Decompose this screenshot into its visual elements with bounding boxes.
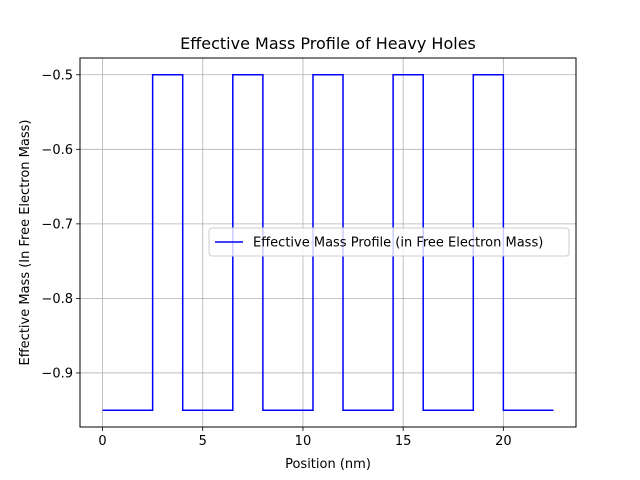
chart-title: Effective Mass Profile of Heavy Holes: [180, 34, 476, 53]
y-tick-label: −0.6: [41, 143, 73, 158]
y-tick-label: −0.8: [41, 292, 73, 307]
x-tick-label: 20: [495, 434, 512, 449]
x-tick-label: 0: [98, 434, 106, 449]
legend-label: Effective Mass Profile (in Free Electron…: [253, 236, 543, 251]
x-tick-label: 15: [395, 434, 412, 449]
x-tick-label: 5: [199, 434, 207, 449]
x-tick-label: 10: [295, 434, 312, 449]
y-tick-label: −0.5: [41, 68, 73, 83]
legend: Effective Mass Profile (in Free Electron…: [208, 227, 570, 257]
legend-box: [208, 227, 570, 257]
ticks: 0 5 10 15 20 −0.5 −0.6 −0.7 −0.8 −0.9: [41, 68, 511, 449]
y-tick-label: −0.9: [41, 366, 73, 381]
y-axis-label: Effective Mass (In Free Electron Mass): [18, 120, 33, 366]
y-tick-label: −0.7: [41, 217, 73, 232]
plot-frame: [79, 57, 577, 428]
x-axis-label: Position (nm): [285, 457, 371, 472]
